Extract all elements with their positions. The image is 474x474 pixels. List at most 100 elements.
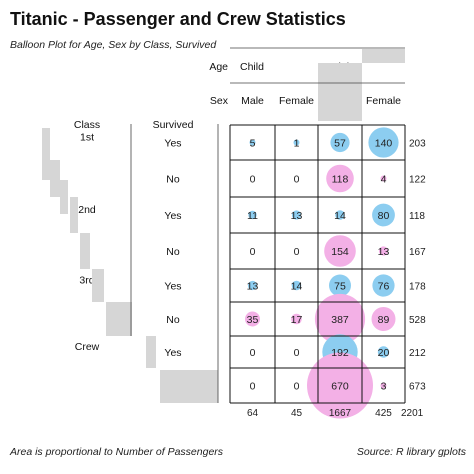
age-group-label: Child — [240, 61, 264, 73]
column-total: 45 — [291, 408, 303, 419]
class-label: 1st — [80, 132, 94, 144]
balloon — [377, 346, 390, 358]
balloon — [291, 280, 302, 291]
cell-value: 192 — [331, 347, 349, 359]
row-shade — [146, 336, 156, 368]
row-shade — [42, 128, 50, 180]
balloon — [291, 210, 302, 220]
survived-label: Yes — [164, 347, 181, 359]
balloon — [380, 382, 387, 389]
balloon — [307, 352, 373, 419]
cell-value: 387 — [331, 314, 349, 326]
balloon — [330, 132, 350, 153]
cell-value: 76 — [378, 281, 390, 293]
balloon — [324, 235, 356, 267]
cell-value: 5 — [250, 138, 256, 150]
sex-label: Male — [241, 95, 264, 107]
cell-value: 13 — [378, 246, 390, 258]
cell-value: 20 — [378, 347, 390, 359]
cell-value: 75 — [334, 281, 346, 293]
balloon — [247, 280, 258, 291]
balloon — [326, 164, 354, 193]
sex-label: Female — [366, 95, 401, 107]
balloon — [372, 274, 395, 297]
balloon — [372, 203, 395, 227]
sex-label: Female — [279, 95, 314, 107]
survived-label: No — [166, 314, 180, 326]
column-total: 1667 — [329, 408, 352, 419]
balloon — [314, 293, 366, 345]
balloon — [249, 139, 256, 146]
class-label: 3rd — [79, 275, 94, 287]
class-label: Crew — [75, 341, 100, 353]
cell-value: 118 — [332, 174, 349, 186]
cell-value: 670 — [331, 381, 349, 393]
cell-value: 0 — [250, 246, 256, 258]
class-header: Class — [74, 119, 100, 131]
footer-note: Area is proportional to Number of Passen… — [9, 446, 224, 458]
cell-value: 3 — [381, 381, 387, 393]
cell-value: 140 — [375, 138, 393, 150]
footer-source: Source: R library gplots — [357, 446, 467, 458]
row-total: 528 — [409, 315, 426, 326]
row-total: 212 — [409, 348, 426, 359]
cell-value: 13 — [291, 210, 303, 222]
survived-label: No — [166, 246, 180, 258]
balloon — [245, 311, 260, 327]
cell-value: 1 — [294, 138, 300, 150]
class-label: 2nd — [78, 204, 96, 216]
shade-markers — [42, 49, 405, 403]
survived-label: Yes — [164, 138, 181, 150]
row-shade — [160, 370, 218, 403]
cell-value: 0 — [250, 381, 256, 393]
chart-subtitle: Balloon Plot for Age, Sex by Class, Surv… — [10, 39, 217, 51]
row-total: 178 — [409, 282, 426, 293]
cell-value: 0 — [250, 174, 256, 186]
chart-title: Titanic - Passenger and Crew Statistics — [10, 9, 346, 29]
balloon — [378, 246, 389, 256]
cell-value: 14 — [334, 210, 346, 222]
balloon — [380, 175, 387, 182]
survived-header: Survived — [153, 119, 194, 131]
balloon — [371, 307, 396, 331]
row-total: 167 — [409, 247, 426, 258]
cell-value: 0 — [250, 347, 256, 359]
balloon — [291, 313, 302, 325]
cell-value: 0 — [294, 174, 300, 186]
grid-lines — [130, 47, 406, 404]
cell-value: 11 — [247, 210, 258, 222]
cell-value: 14 — [291, 281, 303, 293]
cell-values: 5 1 57 140 0 0 118 4 11 13 14 80 0 0 154 13 13 14 75 76 35 17… — [247, 138, 393, 393]
balloon — [368, 127, 399, 158]
row-total: 122 — [409, 175, 426, 186]
adult-female-shade — [362, 49, 405, 63]
cell-value: 17 — [291, 314, 303, 326]
survived-label: Yes — [164, 210, 181, 222]
cell-value: 80 — [378, 210, 390, 222]
row-total: 118 — [409, 211, 425, 222]
cell-value: 4 — [381, 174, 387, 186]
column-total: 64 — [247, 408, 259, 419]
age-factor-label: Age — [209, 61, 228, 73]
row-total: 673 — [409, 382, 426, 393]
row-shade — [50, 160, 60, 197]
cell-value: 154 — [331, 246, 349, 258]
balloon — [335, 210, 345, 220]
cell-value: 57 — [334, 138, 346, 150]
balloon — [248, 210, 257, 220]
balloon — [293, 139, 300, 146]
grand-total: 2201 — [401, 408, 424, 419]
sex-factor-label: Sex — [210, 95, 229, 107]
row-shade — [106, 302, 132, 336]
balloon — [329, 274, 351, 297]
cell-value: 13 — [247, 281, 259, 293]
cell-value: 0 — [294, 381, 300, 393]
male-adult-shade — [318, 83, 362, 121]
balloons — [245, 127, 399, 419]
column-header-area: AgeSexChildAdultMaleFemaleMaleFemale — [209, 61, 401, 107]
row-shade — [92, 269, 104, 302]
survived-label: No — [166, 174, 180, 186]
cell-value: 0 — [294, 246, 300, 258]
